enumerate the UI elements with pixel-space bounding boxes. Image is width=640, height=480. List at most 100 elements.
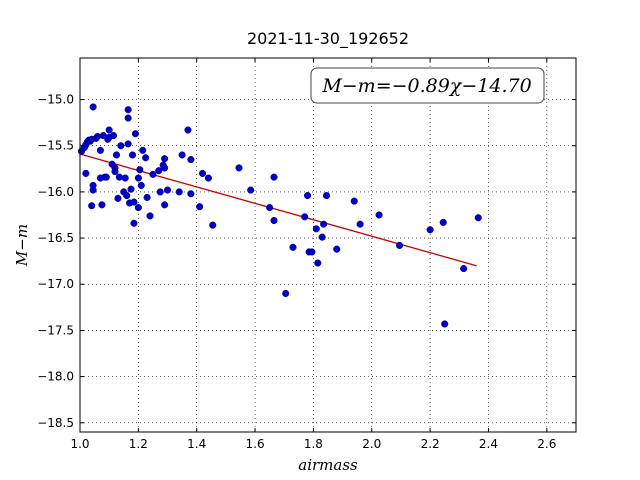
y-tick-label: −16.5 (37, 231, 74, 245)
data-point (130, 198, 138, 206)
data-point (350, 197, 358, 205)
data-point (161, 201, 169, 209)
data-point (146, 212, 154, 220)
chart-title: 2021-11-30_192652 (247, 29, 409, 49)
data-point (102, 173, 110, 181)
y-tick-labels: −15.0 −15.5 −16.0 −16.5 −17.0 −17.5 −18.0 −18.5 (37, 93, 74, 430)
data-point (89, 103, 97, 111)
data-point (322, 192, 331, 200)
data-point (375, 211, 383, 219)
data-point (395, 241, 404, 250)
data-point (89, 181, 97, 189)
data-point (308, 248, 316, 256)
data-point (163, 186, 172, 194)
x-tick-label: 2.2 (421, 437, 440, 451)
data-point (142, 154, 150, 162)
data-point (187, 190, 195, 198)
data-point (124, 114, 132, 122)
data-point (270, 216, 278, 225)
fit-line (79, 153, 477, 267)
data-point (460, 264, 468, 273)
data-point (143, 193, 151, 201)
fit-line-group (79, 153, 477, 267)
data-point (314, 259, 322, 267)
data-point (123, 192, 131, 200)
data-point (198, 169, 207, 177)
data-point (88, 202, 96, 210)
x-tick-label: 1.8 (304, 437, 323, 451)
y-tick-label: −18.0 (37, 370, 74, 384)
x-tick-labels: 1.0 1.2 1.4 1.6 1.8 2.0 2.2 2.4 2.6 (70, 437, 556, 451)
data-point (98, 201, 106, 209)
data-point (96, 146, 104, 154)
data-point (175, 188, 183, 196)
data-point (137, 181, 145, 189)
data-point (117, 142, 125, 150)
grid (79, 58, 576, 432)
y-tick-label: −15.5 (37, 139, 74, 153)
data-point (320, 220, 328, 228)
data-point (161, 164, 169, 172)
data-point (136, 166, 144, 174)
data-point (204, 174, 212, 182)
data-point (289, 243, 297, 251)
data-point (110, 132, 118, 140)
data-point (128, 151, 137, 159)
data-point (114, 194, 122, 202)
data-point (266, 204, 274, 212)
data-points (77, 103, 482, 328)
y-tick-label: −16.0 (37, 185, 74, 199)
data-point (111, 168, 119, 176)
data-point (134, 204, 142, 212)
data-point (196, 203, 204, 211)
data-point (112, 151, 121, 159)
data-point (187, 156, 195, 164)
x-tick-label: 2.4 (479, 437, 498, 451)
data-point (301, 213, 309, 221)
data-point (282, 289, 290, 298)
fit-annotation: M−m=−0.89χ−14.70 (310, 67, 545, 104)
data-point (124, 140, 132, 148)
data-point (270, 173, 278, 181)
data-point (131, 130, 139, 138)
x-tick-label: 1.2 (129, 437, 148, 451)
data-point (134, 174, 142, 182)
data-point (156, 188, 164, 196)
data-point (441, 320, 449, 328)
plot-area-frame (79, 57, 577, 433)
fit-annotation-box (310, 67, 545, 104)
x-tick-label: 2.6 (537, 437, 556, 451)
data-point (139, 146, 147, 154)
axis-ticks (79, 58, 576, 432)
data-point (426, 226, 434, 234)
data-point (93, 132, 102, 141)
x-tick-label: 1.0 (70, 437, 89, 451)
y-tick-label: −18.5 (37, 416, 74, 430)
data-point (105, 126, 113, 134)
fit-annotation-text: M−m=−0.89χ−14.70 (321, 75, 531, 97)
data-point (124, 106, 132, 114)
data-point (127, 185, 135, 193)
data-point (312, 225, 320, 233)
y-tick-label: −15.0 (37, 93, 74, 107)
x-tick-label: 1.4 (187, 437, 206, 451)
data-point (115, 173, 123, 181)
data-point (318, 233, 326, 241)
y-axis-label: M−m (13, 224, 31, 267)
data-point (247, 186, 255, 194)
data-point (184, 126, 192, 134)
data-point (209, 221, 217, 229)
data-point (149, 170, 157, 178)
data-point (235, 164, 243, 172)
data-point (121, 174, 129, 182)
data-point (82, 169, 90, 177)
data-point (155, 167, 163, 175)
data-point (304, 192, 312, 200)
data-point (130, 219, 138, 227)
data-point (333, 245, 341, 253)
data-point (439, 218, 447, 226)
y-tick-label: −17.0 (37, 277, 74, 291)
data-point (356, 220, 364, 228)
x-tick-label: 2.0 (362, 437, 381, 451)
